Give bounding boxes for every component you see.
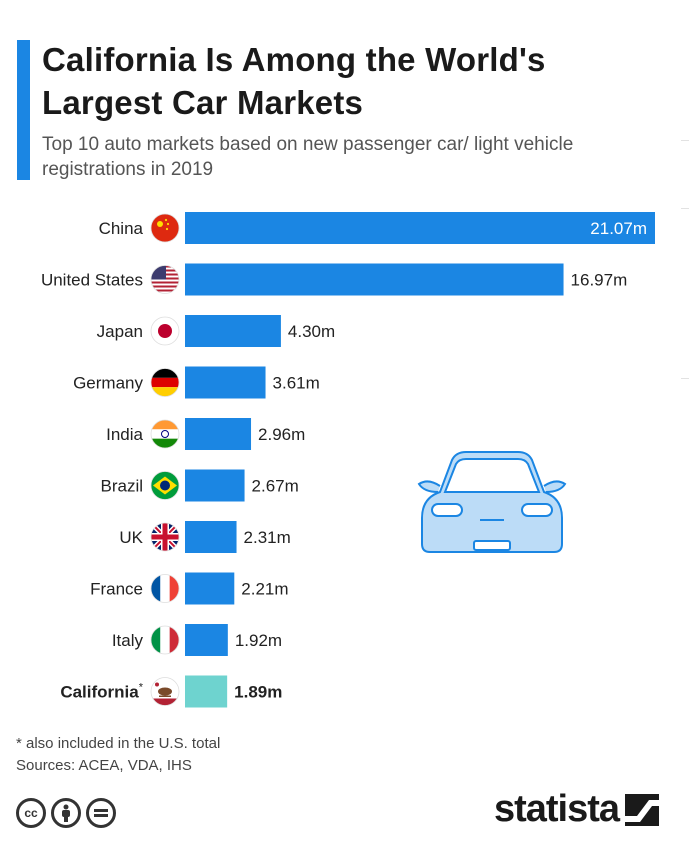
bar (185, 315, 281, 347)
japan-flag-icon (150, 316, 180, 346)
frame-divider (681, 140, 689, 141)
category-label: India (106, 425, 143, 444)
uk-flag-icon (150, 522, 180, 552)
value-label: 2.21m (241, 580, 288, 599)
footnote: * also included in the U.S. total Source… (16, 733, 220, 777)
bar (185, 675, 228, 708)
value-label: 2.96m (258, 425, 305, 444)
brand-name: statista (493, 788, 620, 830)
france-flag-icon (150, 574, 180, 603)
bar (185, 366, 266, 399)
bar (185, 263, 564, 296)
bar (185, 469, 245, 502)
frame-divider (681, 378, 689, 379)
value-label: 1.92m (235, 631, 282, 650)
bar-chart: China 21.07m United States 16.97m Japan 4.30m… (41, 212, 655, 708)
category-label: California* (60, 682, 143, 702)
india-flag-icon (150, 419, 180, 449)
brazil-flag-icon (150, 471, 180, 500)
category-label: Brazil (100, 477, 143, 496)
category-label: Germany (73, 374, 143, 393)
title-accent-bar (17, 40, 30, 180)
value-label: 3.61m (273, 374, 320, 393)
no-derivatives-icon[interactable] (86, 798, 116, 828)
footnote-sources: Sources: ACEA, VDA, IHS (16, 757, 192, 774)
category-label: France (90, 580, 143, 599)
license-icons: cc (16, 798, 116, 828)
bar (185, 418, 252, 450)
category-label: China (99, 219, 144, 238)
value-label: 21.07m (590, 219, 647, 238)
statista-logo-icon (625, 793, 659, 826)
value-label: 16.97m (571, 271, 628, 290)
page-subtitle: Top 10 auto markets based on new passeng… (42, 134, 574, 180)
attribution-icon[interactable] (51, 798, 81, 828)
germany-flag-icon (150, 368, 180, 397)
italy-flag-icon (150, 625, 180, 655)
statista-logo[interactable]: statista (494, 788, 659, 831)
bar (185, 624, 228, 656)
footnote-note: * also included in the U.S. total (16, 735, 221, 752)
value-label: 1.89m (234, 683, 282, 702)
category-label: Japan (97, 322, 143, 341)
category-label: Italy (112, 631, 144, 650)
car-icon (417, 451, 567, 553)
page-title: California Is Among the World's Largest … (42, 41, 546, 121)
california-flag-icon (150, 677, 180, 706)
frame-divider (681, 208, 689, 209)
value-label: 2.31m (244, 528, 291, 547)
category-label: United States (41, 271, 143, 290)
category-label: UK (119, 528, 143, 547)
bar (185, 572, 235, 605)
bar (185, 212, 655, 244)
value-label: 4.30m (288, 322, 335, 341)
usa-flag-icon (150, 265, 180, 294)
china-flag-icon (150, 213, 180, 243)
value-label: 2.67m (252, 477, 299, 496)
bar (185, 521, 237, 553)
cc-icon[interactable]: cc (16, 798, 46, 828)
